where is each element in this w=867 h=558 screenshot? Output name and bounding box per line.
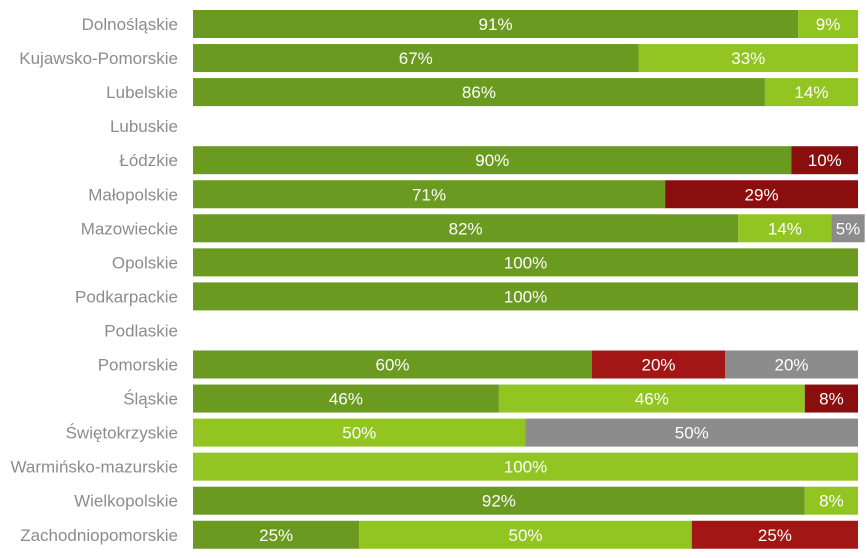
data-label-slaskie-s2: 46% <box>635 390 669 409</box>
category-label-lodzkie: Łódzkie <box>119 151 178 170</box>
bar-segment-mazowieckie-s1 <box>193 214 739 243</box>
bar-segment-wielkopolskie-s1 <box>193 486 805 515</box>
data-label-malopolskie-s1: 71% <box>412 185 446 204</box>
category-label-podkarpackie: Podkarpackie <box>75 287 178 306</box>
data-label-swietokrzyskie-s2: 50% <box>342 424 376 443</box>
category-label-opolskie: Opolskie <box>112 253 178 272</box>
data-label-slaskie-s3: 8% <box>819 390 844 409</box>
data-label-kujawsko-pomorskie-s2: 33% <box>731 49 765 68</box>
bar-segment-slaskie-s2 <box>498 384 805 413</box>
bar-segment-zachodniopomorskie-s2 <box>359 520 692 549</box>
data-label-lodzkie-s1: 90% <box>475 151 509 170</box>
data-label-podkarpackie-s1: 100% <box>504 287 547 306</box>
data-label-zachodniopomorskie-s4: 25% <box>758 526 792 545</box>
category-label-swietokrzyskie: Świętokrzyskie <box>66 424 178 443</box>
bar-segment-zachodniopomorskie-s4 <box>691 520 858 549</box>
bar-segment-warminsko-mazurskie-s2 <box>193 452 858 481</box>
bar-segment-slaskie-s1 <box>193 384 499 413</box>
data-label-lubelskie-s1: 86% <box>462 83 496 102</box>
data-label-lodzkie-s3: 10% <box>808 151 842 170</box>
bar-segment-malopolskie-s1 <box>193 180 666 209</box>
category-label-dolnoslaskie: Dolnośląskie <box>82 15 178 34</box>
bar-segment-lodzkie-s1 <box>193 146 792 175</box>
bars <box>193 10 865 549</box>
bar-segment-lodzkie-s3 <box>791 146 858 175</box>
bar-segment-zachodniopomorskie-s1 <box>193 520 360 549</box>
data-label-malopolskie-s3: 29% <box>745 185 779 204</box>
bar-segment-mazowieckie-s5 <box>831 214 865 243</box>
bar-segment-pomorskie-s4 <box>592 350 725 379</box>
category-label-lubuskie: Lubuskie <box>110 117 178 136</box>
bar-segment-opolskie-s1 <box>193 248 858 277</box>
data-label-zachodniopomorskie-s2: 50% <box>508 526 542 545</box>
data-label-opolskie-s1: 100% <box>504 253 547 272</box>
bar-segment-dolnoslaskie-s2 <box>798 10 858 38</box>
data-label-slaskie-s1: 46% <box>329 390 363 409</box>
category-label-zachodniopomorskie: Zachodniopomorskie <box>20 526 178 545</box>
data-label-dolnoslaskie-s2: 9% <box>816 15 841 34</box>
category-label-pomorskie: Pomorskie <box>98 356 178 375</box>
bar-segment-lubelskie-s2 <box>764 78 858 107</box>
data-label-wielkopolskie-s2: 8% <box>819 492 844 511</box>
bar-segment-kujawsko-pomorskie-s2 <box>638 44 858 73</box>
bar-segment-wielkopolskie-s2 <box>804 486 858 515</box>
bar-segment-swietokrzyskie-s5 <box>525 418 858 447</box>
bar-segment-mazowieckie-s2 <box>738 214 832 243</box>
data-label-wielkopolskie-s1: 92% <box>482 492 516 511</box>
data-label-mazowieckie-s5: 5% <box>836 219 861 238</box>
bar-segment-podkarpackie-s1 <box>193 282 858 311</box>
data-label-kujawsko-pomorskie-s1: 67% <box>399 49 433 68</box>
bar-segment-dolnoslaskie-s1 <box>193 10 799 38</box>
category-label-kujawsko-pomorskie: Kujawsko-Pomorskie <box>19 49 178 68</box>
value-labels: 91% 9% 67% 33% 86% 14% 90% 10% 71% 29% 82% 14% 5% 100… <box>259 15 860 545</box>
bar-segment-pomorskie-s1 <box>193 350 592 379</box>
bar-segment-swietokrzyskie-s2 <box>193 418 526 447</box>
data-label-zachodniopomorskie-s1: 25% <box>259 526 293 545</box>
data-label-mazowieckie-s1: 82% <box>449 219 483 238</box>
bar-segment-malopolskie-s3 <box>665 180 858 209</box>
category-label-warminsko-mazurskie: Warmińsko-mazurskie <box>10 458 178 477</box>
category-label-podlaskie: Podlaskie <box>104 321 178 340</box>
category-label-malopolskie: Małopolskie <box>88 185 178 204</box>
data-label-lubelskie-s2: 14% <box>794 83 828 102</box>
data-label-swietokrzyskie-s5: 50% <box>675 424 709 443</box>
category-label-lubelskie: Lubelskie <box>106 83 178 102</box>
bar-segment-slaskie-s3 <box>804 384 858 413</box>
category-label-mazowieckie: Mazowieckie <box>81 219 178 238</box>
bar-segment-pomorskie-s5 <box>725 350 858 379</box>
bar-segment-lubelskie-s1 <box>193 78 765 107</box>
data-label-pomorskie-s4: 20% <box>641 356 675 375</box>
category-label-wielkopolskie: Wielkopolskie <box>74 492 178 511</box>
data-label-pomorskie-s1: 60% <box>375 356 409 375</box>
data-label-dolnoslaskie-s1: 91% <box>479 15 513 34</box>
bar-segment-kujawsko-pomorskie-s1 <box>193 44 639 73</box>
data-label-mazowieckie-s2: 14% <box>768 219 802 238</box>
data-label-warminsko-mazurskie-s2: 100% <box>504 458 547 477</box>
category-labels: Dolnośląskie Kujawsko-Pomorskie Lubelskie L… <box>10 15 178 545</box>
data-label-pomorskie-s5: 20% <box>774 356 808 375</box>
category-label-slaskie: Śląskie <box>123 390 178 409</box>
